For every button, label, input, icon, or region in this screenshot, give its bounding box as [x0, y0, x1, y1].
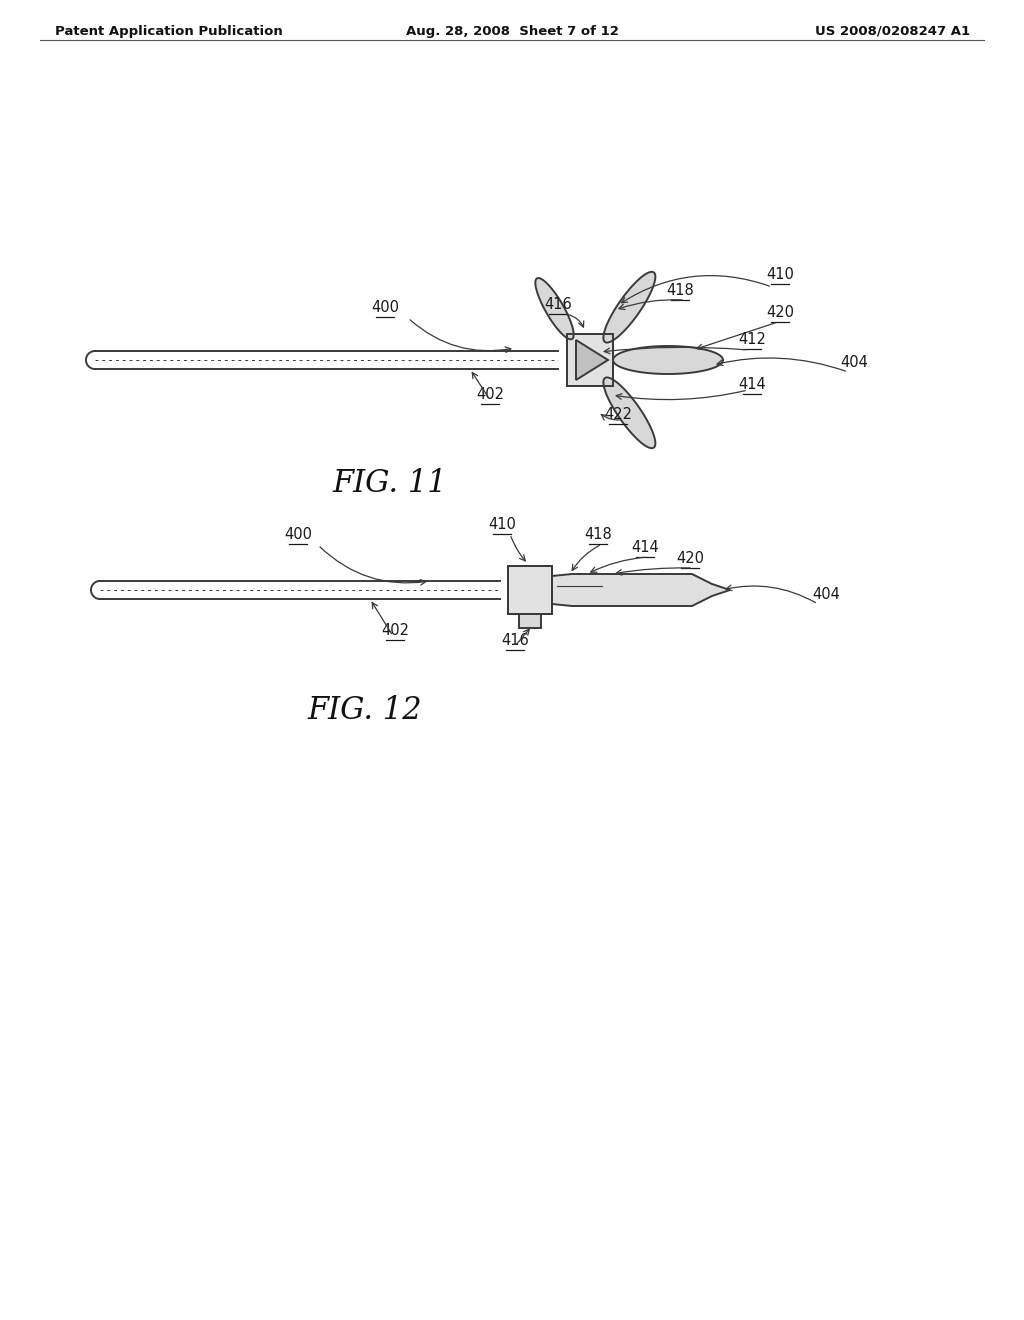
Text: 414: 414	[738, 378, 766, 392]
Polygon shape	[613, 346, 723, 374]
Text: 416: 416	[544, 297, 571, 312]
Polygon shape	[519, 614, 541, 628]
Text: 422: 422	[604, 407, 632, 422]
Bar	[567, 334, 613, 385]
Text: 402: 402	[381, 623, 409, 638]
Text: 412: 412	[738, 333, 766, 347]
Text: FIG. 12: FIG. 12	[307, 696, 422, 726]
Text: 410: 410	[488, 517, 516, 532]
Text: 400: 400	[284, 527, 312, 543]
Text: 402: 402	[476, 387, 504, 403]
Text: 404: 404	[812, 587, 840, 602]
Text: 410: 410	[766, 267, 794, 282]
Polygon shape	[603, 378, 655, 449]
Text: FIG. 11: FIG. 11	[333, 469, 447, 499]
Text: 420: 420	[676, 550, 705, 566]
Text: US 2008/0208247 A1: US 2008/0208247 A1	[815, 25, 970, 38]
Text: 418: 418	[584, 527, 612, 543]
Text: 404: 404	[840, 355, 868, 370]
Polygon shape	[536, 279, 573, 339]
Text: 416: 416	[501, 634, 528, 648]
Text: 418: 418	[667, 282, 694, 298]
Text: Aug. 28, 2008  Sheet 7 of 12: Aug. 28, 2008 Sheet 7 of 12	[406, 25, 618, 38]
Polygon shape	[552, 574, 730, 606]
Text: Patent Application Publication: Patent Application Publication	[55, 25, 283, 38]
Text: 420: 420	[766, 305, 794, 319]
Bar	[508, 566, 552, 614]
Polygon shape	[575, 341, 608, 380]
Bar	[508, 566, 552, 614]
Text: 414: 414	[631, 540, 658, 554]
Text: 400: 400	[371, 300, 399, 315]
Bar	[567, 334, 613, 385]
Polygon shape	[603, 272, 655, 343]
